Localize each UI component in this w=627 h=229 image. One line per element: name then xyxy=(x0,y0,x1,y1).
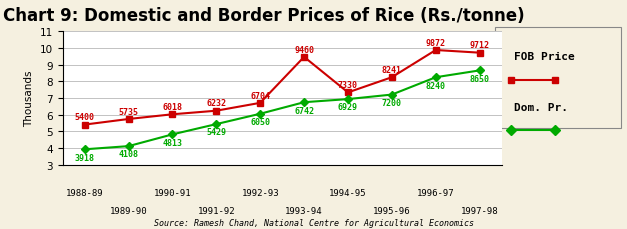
Text: 8241: 8241 xyxy=(382,65,402,75)
Y-axis label: Thousands: Thousands xyxy=(24,70,34,127)
Text: 1996-97: 1996-97 xyxy=(417,188,455,197)
Text: 6704: 6704 xyxy=(250,91,270,100)
Text: 1989-90: 1989-90 xyxy=(110,206,147,215)
Text: 5429: 5429 xyxy=(206,128,226,137)
Text: 6929: 6929 xyxy=(338,103,358,112)
Text: 9460: 9460 xyxy=(294,45,314,54)
Text: 6742: 6742 xyxy=(294,106,314,115)
Text: 6232: 6232 xyxy=(206,99,226,108)
Text: 4108: 4108 xyxy=(119,150,139,159)
Text: FOB Price: FOB Price xyxy=(514,52,575,62)
Text: Dom. Pr.: Dom. Pr. xyxy=(514,103,568,113)
Text: 1992-93: 1992-93 xyxy=(241,188,279,197)
Text: 3918: 3918 xyxy=(75,153,95,162)
Text: 7330: 7330 xyxy=(338,81,358,90)
Text: 9712: 9712 xyxy=(470,41,490,50)
Text: 5400: 5400 xyxy=(75,113,95,122)
Text: 8650: 8650 xyxy=(470,74,490,83)
Text: 1990-91: 1990-91 xyxy=(154,188,191,197)
Text: 1991-92: 1991-92 xyxy=(198,206,235,215)
Text: 6050: 6050 xyxy=(250,117,270,127)
Text: 6018: 6018 xyxy=(162,103,182,112)
Text: Chart 9: Domestic and Border Prices of Rice (Rs./tonne): Chart 9: Domestic and Border Prices of R… xyxy=(3,7,524,25)
Text: 7200: 7200 xyxy=(382,98,402,107)
Text: 5735: 5735 xyxy=(119,107,139,116)
Text: 1994-95: 1994-95 xyxy=(329,188,367,197)
Text: 1988-89: 1988-89 xyxy=(66,188,103,197)
Text: 1997-98: 1997-98 xyxy=(461,206,498,215)
Text: 1995-96: 1995-96 xyxy=(373,206,411,215)
Text: 4813: 4813 xyxy=(162,138,182,147)
Text: Source: Ramesh Chand, National Centre for Agricultural Economics: Source: Ramesh Chand, National Centre fo… xyxy=(154,218,473,227)
Text: 9872: 9872 xyxy=(426,38,446,47)
Text: 8240: 8240 xyxy=(426,81,446,90)
Text: 1993-94: 1993-94 xyxy=(285,206,323,215)
